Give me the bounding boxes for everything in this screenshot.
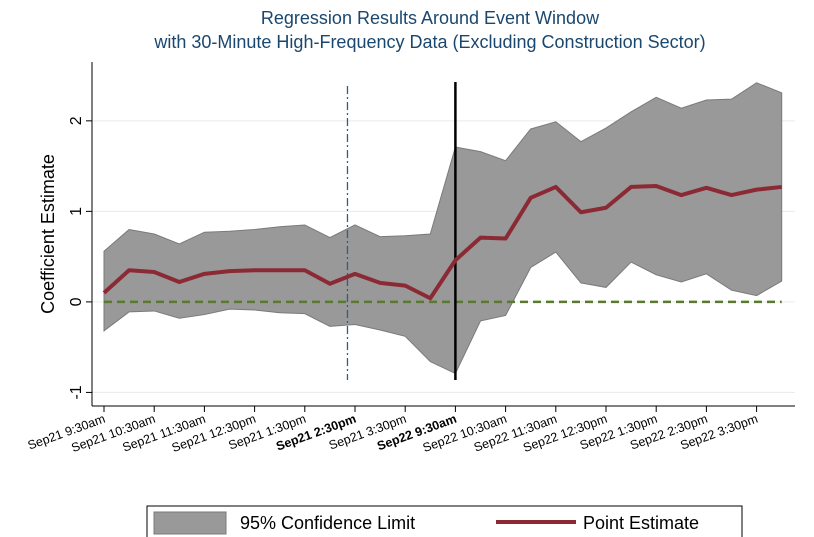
y-tick-label: 0 [68, 297, 85, 306]
y-tick-label: 1 [68, 207, 85, 216]
y-tick-label: 2 [68, 116, 85, 125]
legend-swatch [153, 511, 227, 535]
y-axis-label: Coefficient Estimate [38, 154, 58, 314]
chart-subtitle: with 30-Minute High-Frequency Data (Excl… [153, 32, 705, 52]
legend-label: 95% Confidence Limit [240, 513, 415, 533]
y-tick-label: -1 [68, 385, 85, 399]
chart-title: Regression Results Around Event Window [261, 8, 600, 28]
legend-label: Point Estimate [583, 513, 699, 533]
legend-box [146, 505, 743, 537]
point-estimate-line [102, 184, 782, 301]
